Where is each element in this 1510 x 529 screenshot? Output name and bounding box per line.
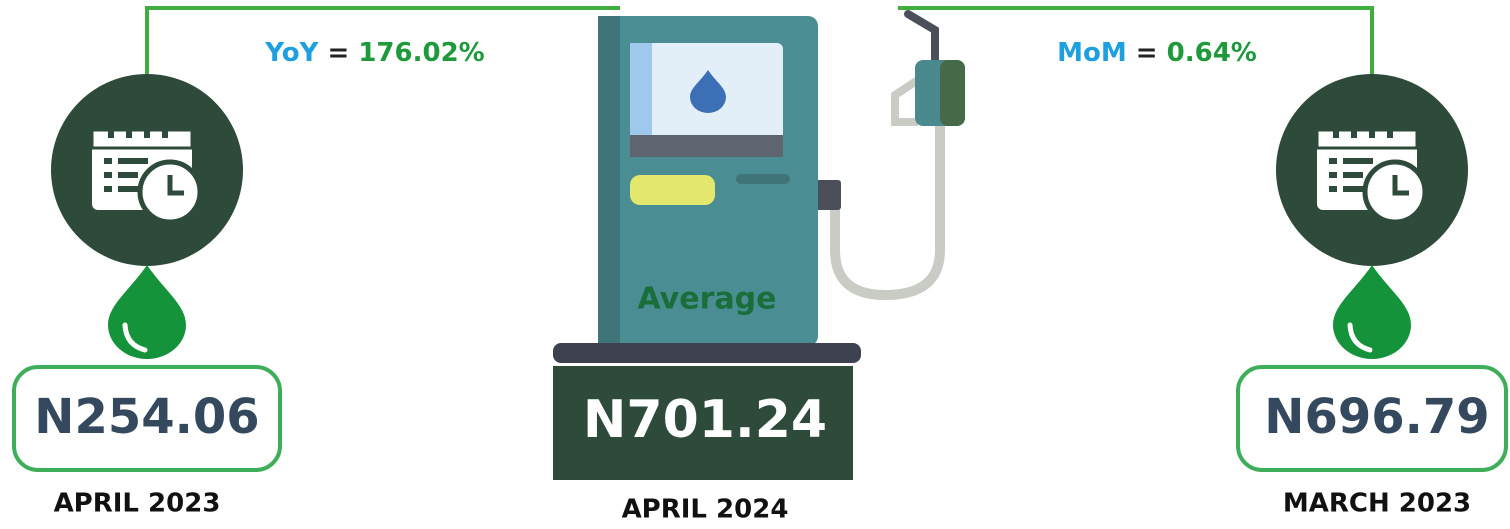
price: N254.06 — [34, 389, 259, 445]
calendar-icon — [51, 74, 243, 266]
period: MARCH 2023 — [1283, 489, 1471, 519]
price: N701.24 — [583, 390, 827, 450]
yoy-value: 176.02% — [358, 38, 484, 68]
caption: Average — [638, 282, 777, 317]
calendar-icon — [1276, 74, 1468, 266]
infographic: YoY = 176.02% MoM = 0.64% N254.06 APRI — [0, 0, 1510, 529]
yoy-comparison: YoY = 176.02% — [264, 38, 484, 68]
period: APRIL 2023 — [54, 489, 221, 519]
drop-icon — [108, 265, 186, 359]
yoy-label: YoY — [264, 38, 319, 68]
period: APRIL 2024 — [622, 495, 789, 525]
price: N696.79 — [1264, 389, 1489, 445]
drop-icon — [1333, 265, 1411, 359]
mom-sign: = — [1136, 38, 1158, 68]
yoy-sign: = — [327, 38, 349, 68]
mom-comparison: MoM = 0.64% — [1057, 38, 1257, 68]
mom-value: 0.64% — [1167, 38, 1257, 68]
mom-label: MoM — [1057, 38, 1127, 68]
